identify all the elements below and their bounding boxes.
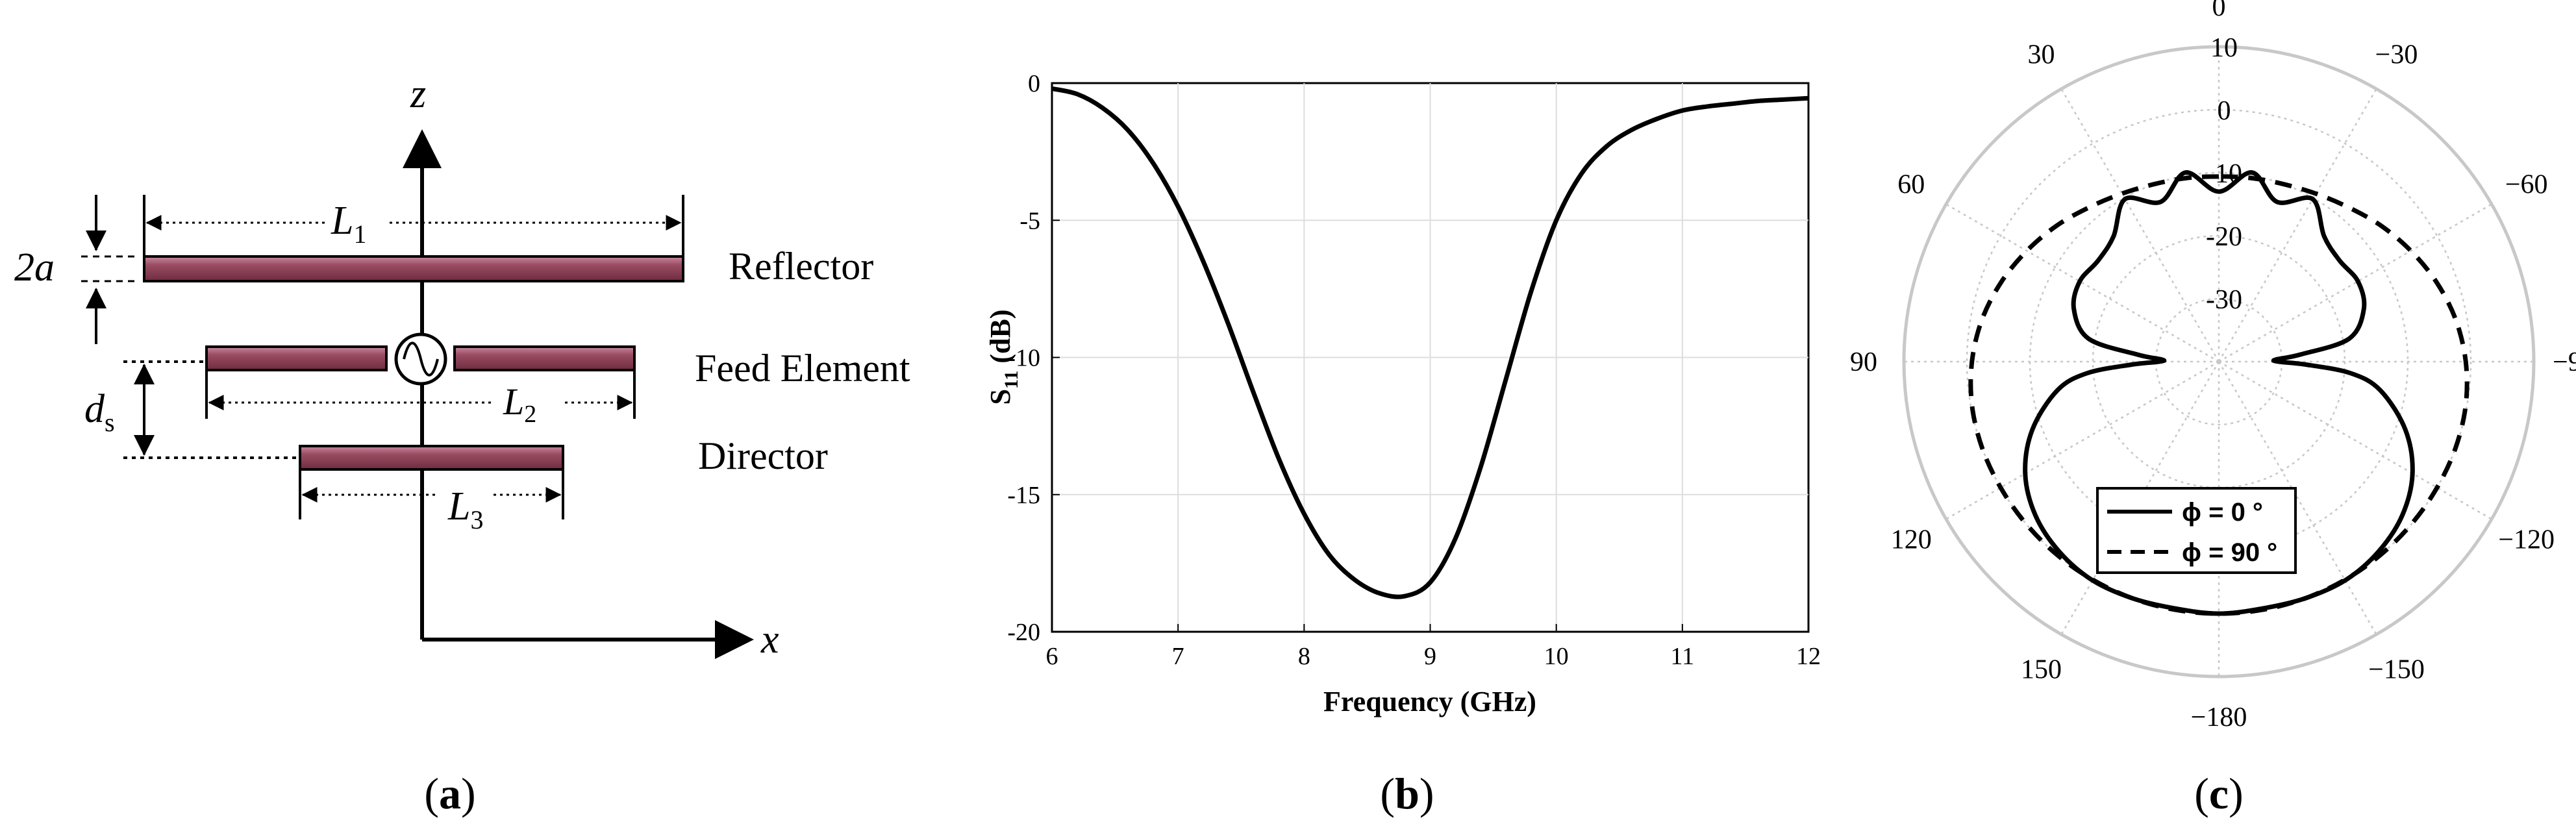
x-tick-label: 7 xyxy=(1172,643,1184,670)
x-tick-label: 11 xyxy=(1671,643,1695,670)
y-tick-label: -5 xyxy=(1019,207,1040,234)
2a-label: 2a xyxy=(14,245,55,290)
pattern-phi-90 xyxy=(1968,174,2470,616)
caption-c: (c) xyxy=(2194,769,2244,818)
polar-spoke xyxy=(1945,203,2220,363)
radial-tick-labels: 10 0 -10 -20 -30 xyxy=(2206,33,2242,315)
l2-label: L2 xyxy=(503,380,536,428)
polar-ring xyxy=(1966,108,2472,615)
angle-label: 150 xyxy=(2021,655,2062,685)
angle-label: 120 xyxy=(1891,525,1932,555)
polar-spoke xyxy=(2218,360,2492,520)
sine-wave-icon xyxy=(403,342,439,377)
y-tick-labels: 0 -5 -10 -15 -20 xyxy=(1007,70,1040,646)
angle-label: −90 xyxy=(2553,347,2576,377)
angle-label: −60 xyxy=(2505,170,2548,200)
angle-label: −180 xyxy=(2191,703,2247,732)
polar-spoke xyxy=(2060,88,2220,362)
reflector-label: Reflector xyxy=(729,245,873,288)
angle-label: −150 xyxy=(2368,655,2425,685)
radial-tick-label: -20 xyxy=(2206,222,2242,252)
y-tick-label: 0 xyxy=(1028,70,1040,97)
feed-element-label: Feed Element xyxy=(695,347,910,390)
panel-b-s11-chart: 6 7 8 9 10 11 12 0-5-10-15-20 Frequency (GHz) … xyxy=(984,70,1821,818)
ds-label: ds xyxy=(84,387,115,437)
polar-spoke xyxy=(2218,361,2377,635)
y-tick-label: -20 xyxy=(1007,619,1040,646)
feed-element-left xyxy=(205,345,388,371)
angle-label: −120 xyxy=(2498,525,2555,555)
z-axis-label: z xyxy=(410,72,426,116)
legend: ϕ = 0 ° ϕ = 90 ° xyxy=(2096,487,2297,574)
y-axis-title: S11 (dB) xyxy=(984,310,1022,405)
x-axis-label: x xyxy=(760,617,779,662)
s11-curve xyxy=(1052,86,1808,599)
pattern-phi-0 xyxy=(2023,170,2415,616)
x-tick-label: 10 xyxy=(1544,643,1569,670)
panel-c-polar-pattern: 0 30 60 90 120 150 −180 −150 −120 −90 −60 −30 10 0 -1… xyxy=(1850,0,2576,818)
caption-a: (a) xyxy=(424,769,475,818)
angle-label: 0 xyxy=(2212,0,2226,22)
l3-label: L3 xyxy=(447,484,483,534)
caption-b: (b) xyxy=(1380,769,1434,818)
radial-tick-label: 10 xyxy=(2210,33,2238,63)
legend-box xyxy=(2096,487,2297,574)
angle-label: −30 xyxy=(2375,40,2418,69)
y-tick-label: -15 xyxy=(1007,482,1040,509)
polar-grid xyxy=(1902,45,2536,679)
polar-spoke xyxy=(2218,203,2492,363)
x-axis-title: Frequency (GHz) xyxy=(1323,686,1536,717)
polar-outer-ring xyxy=(1902,45,2536,679)
y-tick-label: -10 xyxy=(1007,345,1040,372)
grid-lines xyxy=(1051,82,1809,632)
panel-a-antenna-diagram: z x L1 Reflector 2a L2 Feed Element ds xyxy=(14,72,910,818)
l1-label: L1 xyxy=(331,199,366,249)
reflector-element xyxy=(143,255,684,282)
x-tick-label: 6 xyxy=(1046,643,1058,670)
legend-phi-0: ϕ = 0 ° xyxy=(2182,498,2263,527)
radial-tick-label: 0 xyxy=(2218,96,2231,126)
x-tick-labels: 6 7 8 9 10 11 12 xyxy=(1046,643,1821,670)
x-tick-label: 8 xyxy=(1298,643,1310,670)
angle-label: 90 xyxy=(1850,347,1877,377)
polar-spoke xyxy=(2218,88,2377,362)
x-tick-label: 9 xyxy=(1424,643,1436,670)
polar-spoke xyxy=(1945,360,2220,520)
director-label: Director xyxy=(698,434,828,477)
angle-labels: 0 30 60 90 120 150 −180 −150 −120 −90 −60 −30 xyxy=(1850,0,2576,732)
radial-tick-label: -30 xyxy=(2206,285,2242,315)
angle-label: 60 xyxy=(1897,170,1925,200)
legend-phi-90: ϕ = 90 ° xyxy=(2182,538,2277,567)
radial-tick-label: -10 xyxy=(2206,159,2242,189)
x-tick-label: 12 xyxy=(1796,643,1821,670)
director-element xyxy=(299,445,564,471)
feed-element-right xyxy=(453,345,636,371)
angle-label: 30 xyxy=(2028,40,2055,69)
